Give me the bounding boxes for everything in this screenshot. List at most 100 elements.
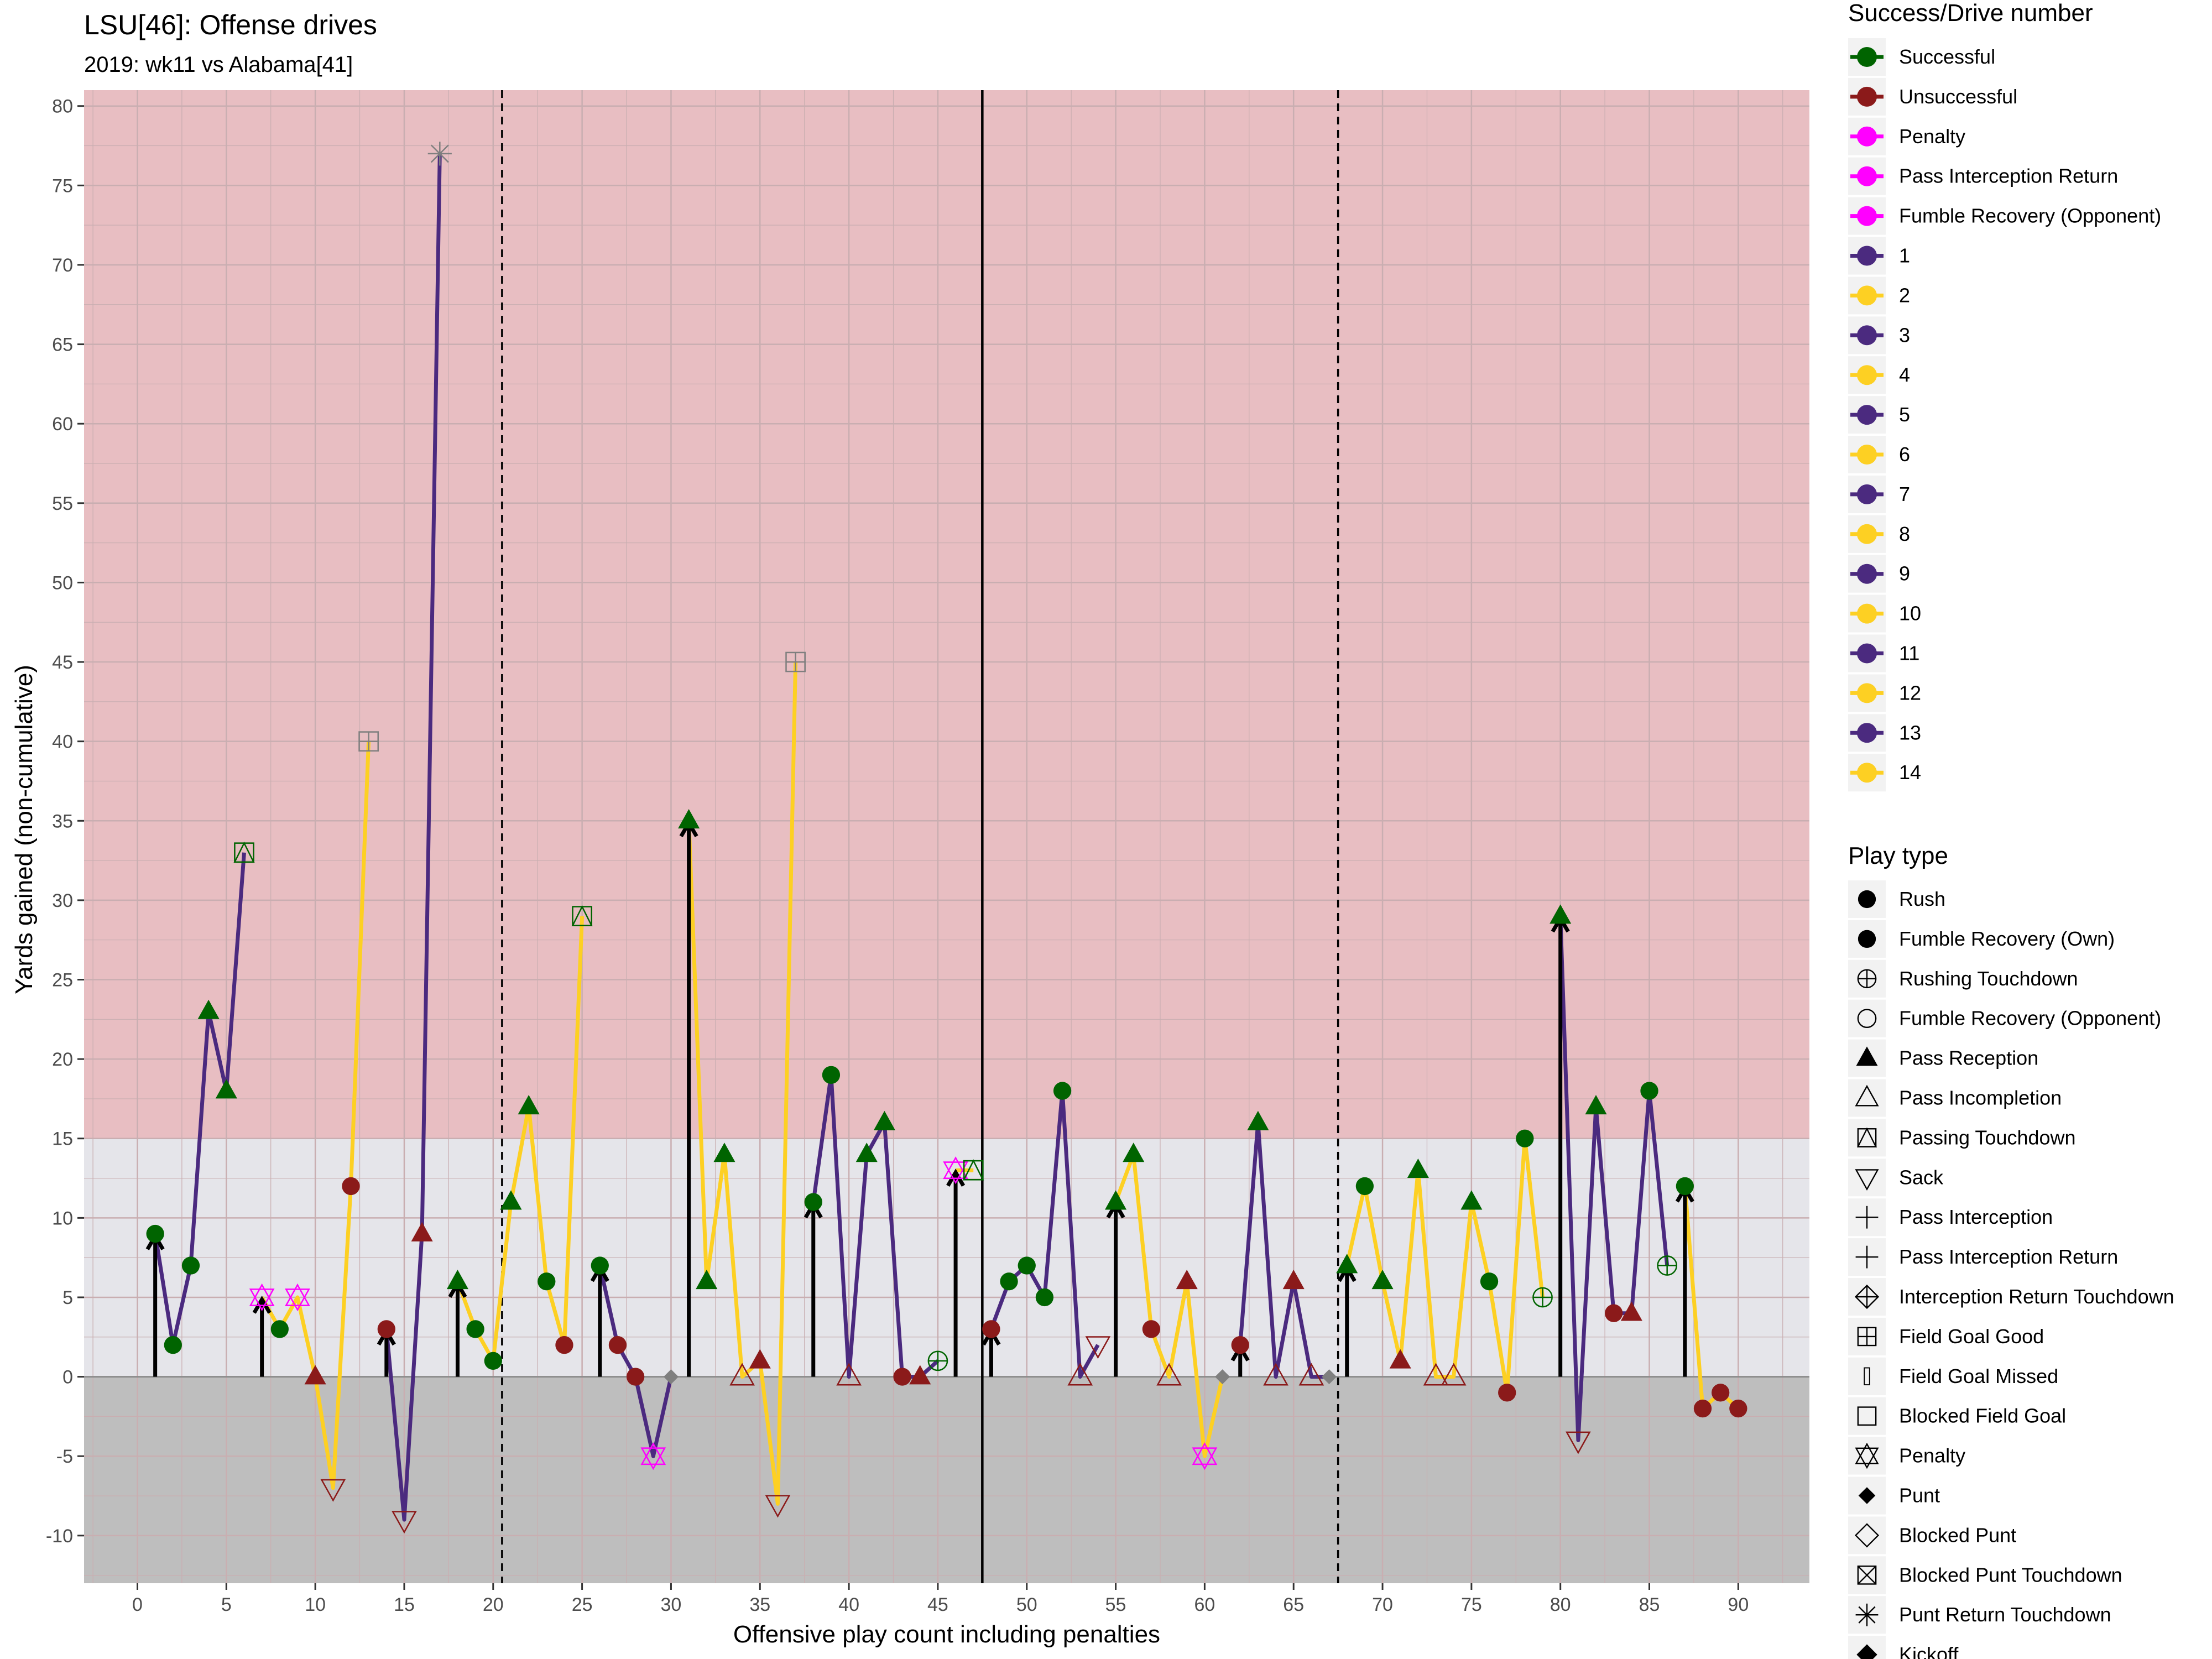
legend-key-dot: [1857, 723, 1877, 743]
data-point: [555, 1335, 573, 1354]
x-tick-label: 10: [305, 1594, 326, 1615]
data-point: [1105, 1190, 1127, 1210]
data-point: [1550, 904, 1572, 924]
data-point: [1355, 1177, 1374, 1196]
legend-playtype-item: Kickoff: [1848, 1636, 1959, 1659]
legend-playtype-item: Penalty: [1848, 1437, 1965, 1475]
data-point: [411, 1222, 433, 1241]
legend-key-bg: [1848, 1119, 1886, 1157]
legend-success-item: 11: [1848, 634, 1919, 672]
legend-playtype-item: Punt Return Touchdown: [1848, 1596, 2111, 1634]
legend-playtype-label: Pass Interception: [1899, 1206, 2053, 1228]
x-tick-label: 80: [1550, 1594, 1571, 1615]
data-point: [1156, 1363, 1182, 1386]
data-point: [1053, 1082, 1072, 1100]
legend-success-label: 1: [1899, 244, 1910, 267]
x-tick-label: 5: [221, 1594, 232, 1615]
drive-line-14: [1683, 1186, 1740, 1411]
data-point: [1585, 1095, 1607, 1115]
y-axis-title: Yards gained (non-cumulative): [11, 665, 38, 994]
x-tick-label: 25: [572, 1594, 593, 1615]
data-point: [571, 905, 593, 926]
y-tick-label: 60: [52, 414, 73, 435]
data-point: [538, 1272, 556, 1291]
data-point: [1423, 1363, 1449, 1386]
legend-success-item: 4: [1848, 356, 1910, 394]
data-point: [1192, 1442, 1218, 1470]
data-point: [1693, 1399, 1712, 1418]
legend-key-shape: [1857, 969, 1877, 989]
data-point: [640, 1442, 666, 1470]
legend-key-dot: [1857, 325, 1877, 346]
data-point: [197, 999, 220, 1019]
data-point: [1498, 1384, 1516, 1402]
legend-key-shape: [1857, 1406, 1877, 1426]
legend-playtype-label: Penalty: [1899, 1444, 1965, 1467]
legend-success-item: 12: [1848, 674, 1921, 712]
legend-playtype-label: Punt: [1899, 1484, 1940, 1507]
data-point: [1371, 1270, 1394, 1290]
data-point: [729, 1363, 755, 1386]
drive-line-12: [1345, 1136, 1545, 1395]
y-tick-label: 35: [52, 811, 73, 832]
legend-success-item: 9: [1848, 555, 1910, 593]
legend-playtype-item: Pass Incompletion: [1848, 1079, 2062, 1117]
data-point: [1018, 1256, 1036, 1275]
legend-key-shape: [1855, 1206, 1879, 1229]
data-point: [927, 1350, 948, 1371]
legend-playtype-label: Blocked Field Goal: [1899, 1405, 2066, 1427]
data-point: [1085, 1336, 1111, 1359]
legend-key-shape: [1856, 1127, 1877, 1147]
legend-key-bg: [1848, 1397, 1886, 1435]
background-band: [84, 1376, 1809, 1583]
legend-key-dot: [1857, 47, 1877, 67]
x-tick-label: 20: [483, 1594, 504, 1615]
data-point: [285, 1283, 310, 1312]
legend-playtype-item: Interception Return Touchdown: [1848, 1278, 2174, 1316]
data-point: [1620, 1301, 1642, 1321]
data-point: [446, 1270, 469, 1290]
legend-success-label: 6: [1899, 443, 1910, 466]
legend-key-bg: [1848, 1357, 1886, 1395]
legend-playtype-item: Passing Touchdown: [1848, 1119, 2076, 1157]
data-point: [822, 1066, 841, 1084]
data-point: [358, 731, 379, 752]
legend-success-label: 10: [1899, 602, 1921, 625]
legend-success-label: 11: [1899, 642, 1919, 665]
data-point: [1566, 1431, 1591, 1454]
y-axis: -10 -5 0 5 10 15 20 25 30 35 40 45 50 55 60 65 70 75 80: [46, 96, 84, 1547]
legend-success-label: 5: [1899, 403, 1910, 426]
x-tick-label: 30: [661, 1594, 682, 1615]
x-tick-label: 35: [749, 1594, 770, 1615]
data-point: [270, 1320, 289, 1338]
legend-success-item: Unsuccessful: [1848, 77, 2017, 116]
legend-playtype-item: Pass Interception: [1848, 1198, 2053, 1237]
legend-playtype-label: Sack: [1899, 1166, 1944, 1188]
data-point: [591, 1256, 609, 1275]
legend-key-dot: [1857, 365, 1877, 385]
legend-key-shape: [1858, 890, 1876, 909]
data-point: [1123, 1142, 1145, 1162]
data-point: [1605, 1304, 1623, 1322]
data-point: [215, 1079, 237, 1099]
legend-success-label: 3: [1899, 324, 1910, 346]
x-tick-label: 75: [1461, 1594, 1482, 1615]
legend-success-label: 7: [1899, 483, 1910, 505]
data-point: [1000, 1272, 1018, 1291]
y-tick-label: 45: [52, 652, 73, 673]
data-point: [785, 651, 806, 672]
legend-success-label: Fumble Recovery (Opponent): [1899, 205, 2161, 227]
legend-success-label: 4: [1899, 363, 1910, 386]
data-point: [1231, 1335, 1249, 1354]
legend-success-label: 14: [1899, 761, 1921, 784]
legend-key-dot: [1857, 285, 1877, 306]
data-point: [304, 1365, 326, 1385]
legend-key-dot: [1857, 564, 1877, 584]
legend-success-item: 1: [1848, 237, 1910, 275]
x-axis: 0 5 10 15 20 25 30 35 40 45 50 55 60 65 70 75 80 85 90: [132, 1583, 1749, 1615]
data-point: [392, 1511, 417, 1534]
x-tick-label: 55: [1105, 1594, 1126, 1615]
legend-key-dot: [1857, 603, 1877, 624]
legend-success-label: Penalty: [1899, 125, 1965, 148]
legend-playtype-label: Blocked Punt: [1899, 1524, 2016, 1546]
